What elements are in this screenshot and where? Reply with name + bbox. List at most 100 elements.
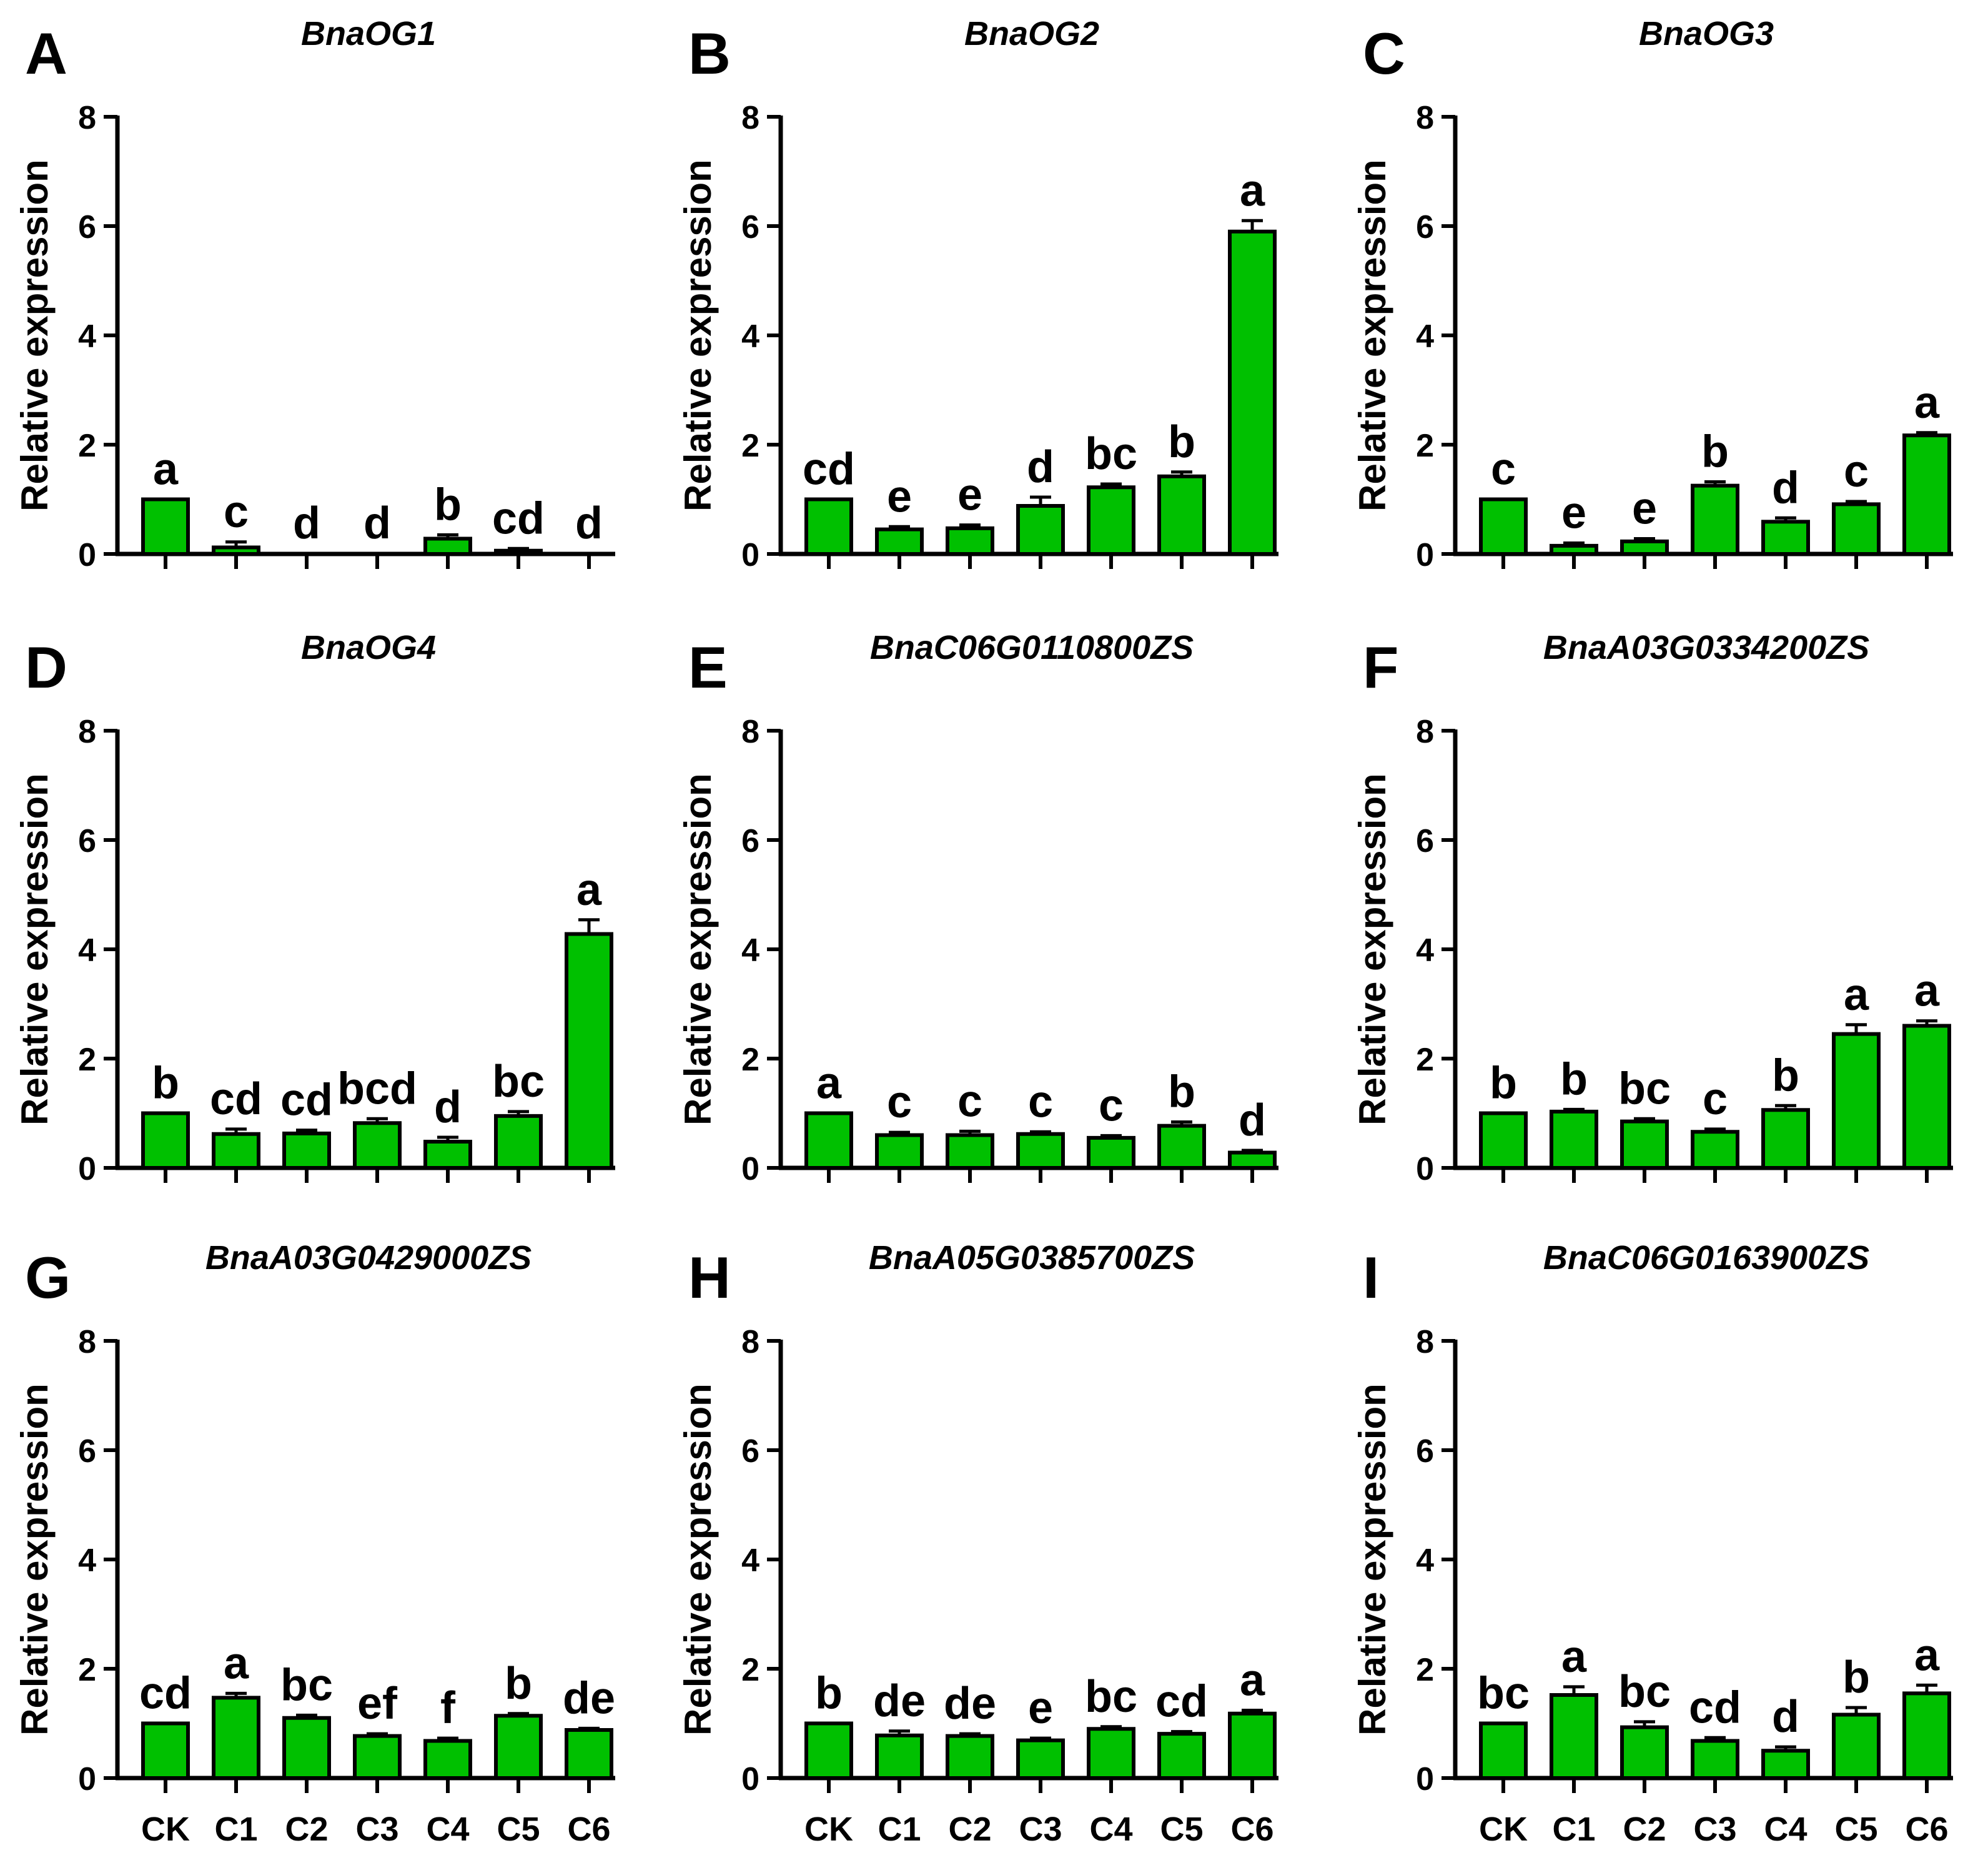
significance-letter: bc <box>1618 1064 1671 1114</box>
bar-c5 <box>1832 502 1881 556</box>
significance-letter: b <box>1560 1054 1588 1104</box>
x-tick-label: C6 <box>567 1811 610 1848</box>
bar-c2 <box>282 1716 331 1780</box>
panel-letter: E <box>688 635 728 700</box>
x-tick-label: C2 <box>948 1811 991 1848</box>
panel-letter: F <box>1363 635 1398 700</box>
significance-letter: c <box>224 487 249 537</box>
significance-letter: bc <box>492 1057 545 1107</box>
y-tick-label: 6 <box>78 209 96 245</box>
y-tick-label: 8 <box>1416 1324 1434 1360</box>
bar-c4 <box>1087 1135 1135 1170</box>
significance-letter: bc <box>1085 1672 1137 1722</box>
bar-ck <box>804 497 853 556</box>
y-tick-label: 4 <box>78 319 96 355</box>
significance-letter: c <box>1491 445 1516 495</box>
bar-ck <box>804 1111 853 1170</box>
x-tick-label: C5 <box>497 1811 540 1848</box>
bar-ck <box>1479 1111 1528 1170</box>
y-axis-label: Relative expression <box>677 773 719 1125</box>
x-tick-label: C6 <box>1230 1811 1273 1848</box>
y-tick-label: 4 <box>741 1543 759 1579</box>
bar-c6 <box>1902 1691 1951 1780</box>
panel-title: BnaA03G0429000ZS <box>205 1239 532 1277</box>
y-tick-label: 6 <box>1416 823 1434 859</box>
bar-c4 <box>423 1140 472 1170</box>
significance-letter: d <box>1772 463 1799 513</box>
y-tick-label: 8 <box>1416 714 1434 750</box>
significance-letter: b <box>1701 427 1729 477</box>
y-tick-label: 6 <box>1416 209 1434 245</box>
significance-letter: cd <box>1155 1677 1208 1727</box>
bar-c1 <box>212 1132 260 1170</box>
significance-letter: e <box>1561 488 1586 538</box>
x-tick-label: C4 <box>1089 1811 1132 1848</box>
bar-c2 <box>946 1734 994 1780</box>
significance-letter: a <box>153 445 179 495</box>
bar-c5 <box>1832 1712 1881 1780</box>
significance-letter: d <box>575 498 603 548</box>
y-tick-label: 6 <box>78 823 96 859</box>
bar-ck <box>804 1721 853 1780</box>
bar-c6 <box>1228 1711 1277 1780</box>
significance-letter: b <box>1490 1059 1517 1109</box>
x-tick-label: CK <box>1479 1811 1528 1848</box>
y-tick-label: 2 <box>1416 1042 1434 1078</box>
significance-letter: b <box>1168 417 1195 467</box>
panel-e: E BnaC06G0110800ZS Relative expression 0 2 4 6… <box>677 629 1278 1187</box>
significance-letter: d <box>363 498 391 548</box>
bar-c3 <box>353 1734 402 1780</box>
significance-letter: a <box>1561 1632 1587 1682</box>
x-tick-label: C2 <box>285 1811 328 1848</box>
y-tick-label: 2 <box>741 1042 759 1078</box>
y-tick-label: 8 <box>741 714 759 750</box>
y-tick-label: 6 <box>741 209 759 245</box>
bar-c4 <box>423 1739 472 1780</box>
significance-letter: d <box>293 498 320 548</box>
significance-letter: d <box>434 1082 462 1132</box>
y-axis-label: Relative expression <box>1352 773 1393 1125</box>
bar-c1 <box>1550 543 1598 556</box>
significance-letter: d <box>1239 1095 1266 1145</box>
y-tick-label: 0 <box>78 1761 96 1797</box>
bar-c6 <box>565 932 613 1170</box>
significance-letter: de <box>873 1676 926 1726</box>
bar-c3 <box>1691 1130 1739 1170</box>
significance-letter: bc <box>1477 1669 1530 1719</box>
bar-c1 <box>1550 1109 1598 1170</box>
y-tick-label: 2 <box>78 1652 96 1688</box>
x-tick-label: C4 <box>1764 1811 1807 1848</box>
bar-c5 <box>1157 474 1206 556</box>
significance-letter: b <box>1168 1067 1195 1117</box>
panel-f: F BnaA03G0334200ZS Relative expression 0 2 4 6… <box>1352 629 1953 1187</box>
panel-letter: H <box>688 1245 731 1310</box>
panel-title: BnaA05G0385700ZS <box>869 1239 1195 1277</box>
significance-letter: cd <box>492 493 545 543</box>
significance-letter: a <box>1914 966 1940 1016</box>
significance-letter: d <box>1772 1692 1799 1742</box>
x-tick-label: CK <box>141 1811 190 1848</box>
significance-letter: e <box>1632 484 1657 534</box>
significance-letter: b <box>505 1659 532 1709</box>
panel-title: BnaOG3 <box>1639 15 1774 52</box>
bar-c2 <box>282 1131 331 1170</box>
bar-c4 <box>1087 1727 1135 1780</box>
significance-letter: cd <box>280 1075 333 1125</box>
bar-c5 <box>494 1714 543 1780</box>
significance-letter: a <box>1240 166 1265 215</box>
significance-letter: f <box>440 1683 456 1733</box>
bar-c1 <box>875 1133 924 1170</box>
y-tick-label: 2 <box>741 1652 759 1688</box>
significance-letter: a <box>1914 1630 1940 1680</box>
significance-letter: c <box>1028 1077 1053 1127</box>
x-tick-label: C3 <box>355 1811 398 1848</box>
y-tick-label: 0 <box>1416 1761 1434 1797</box>
bar-c2 <box>946 1133 994 1170</box>
bar-ck <box>1479 497 1528 556</box>
y-tick-label: 0 <box>741 537 759 573</box>
bar-ck <box>141 1111 190 1170</box>
y-tick-label: 4 <box>78 1543 96 1579</box>
